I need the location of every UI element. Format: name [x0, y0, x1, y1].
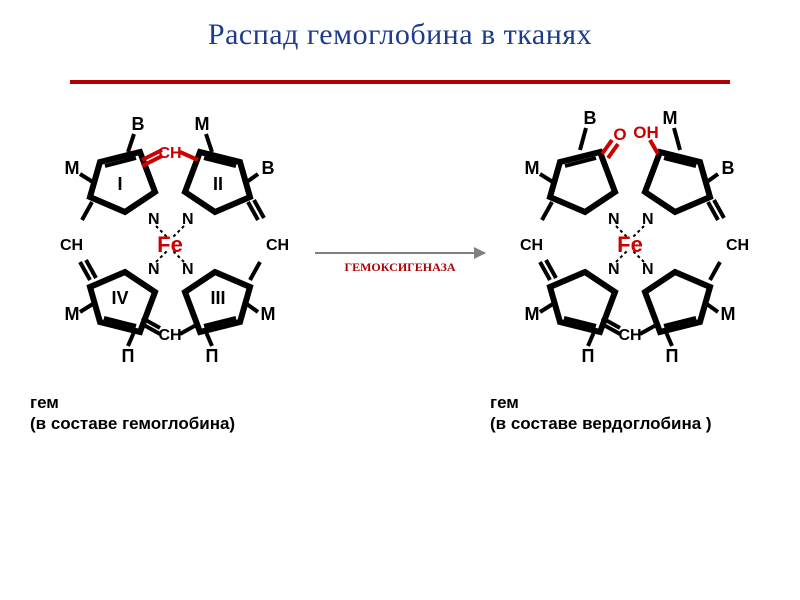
- fe-atom: Fe: [617, 232, 643, 257]
- ring-4: IV: [90, 272, 155, 332]
- svg-text:CH: CH: [266, 237, 289, 254]
- subst-m: M: [65, 158, 80, 178]
- svg-text:CH: CH: [618, 327, 641, 344]
- diagram-area: I II III IV N N N N: [0, 102, 800, 462]
- caption-left: гем (в составе гемоглобина): [30, 392, 235, 435]
- arrow-line: [315, 252, 485, 254]
- reaction-arrow: ГЕМОКСИГЕНАЗА: [315, 252, 485, 275]
- ring-1: I: [90, 152, 155, 212]
- svg-text:OH: OH: [633, 123, 659, 142]
- n-label: N: [608, 261, 620, 278]
- n-label: N: [608, 211, 620, 228]
- svg-text:CH: CH: [726, 237, 749, 254]
- subst-p: П: [206, 346, 219, 366]
- subst-p: П: [582, 346, 595, 366]
- subst-m: M: [65, 304, 80, 324]
- top-oxo-group: O: [602, 125, 627, 158]
- caption-right-line1: гем: [490, 392, 712, 413]
- subst-m: M: [261, 304, 276, 324]
- svg-text:CH: CH: [158, 327, 181, 344]
- bridge-right-b: CH: [708, 200, 749, 280]
- molecule-heme-hemoglobin: I II III IV N N N N: [30, 102, 310, 382]
- ring-3-label: III: [210, 288, 225, 308]
- ring-3: III: [185, 272, 250, 332]
- title-underline: [70, 80, 730, 84]
- caption-left-line2: (в составе гемоглобина): [30, 413, 235, 434]
- ring-1b: [550, 152, 615, 212]
- ring-2-label: II: [213, 174, 223, 194]
- bridge-right: CH: [248, 200, 289, 280]
- svg-text:CH: CH: [158, 145, 181, 162]
- n-label: N: [148, 211, 160, 228]
- bridge-left-b: CH: [520, 202, 556, 280]
- fe-atom: Fe: [157, 232, 183, 257]
- ring-4-label: IV: [111, 288, 128, 308]
- top-hydroxy-group: OH: [633, 123, 659, 154]
- n-label: N: [182, 211, 194, 228]
- caption-right-line2: (в составе вердоглобина ): [490, 413, 712, 434]
- ring-1-label: I: [117, 174, 122, 194]
- bridge-bottom-b: CH: [602, 318, 658, 344]
- svg-text:CH: CH: [520, 237, 543, 254]
- subst-m: M: [525, 304, 540, 324]
- caption-left-line1: гем: [30, 392, 235, 413]
- subst-b: B: [132, 114, 145, 134]
- molecule-heme-verdoglobin: N N N N Fe O OH C: [490, 102, 770, 382]
- ring-4b: [550, 272, 615, 332]
- subst-m: M: [663, 108, 678, 128]
- svg-text:O: O: [613, 125, 626, 144]
- subst-p: П: [666, 346, 679, 366]
- svg-text:CH: CH: [60, 237, 83, 254]
- ring-2: II: [185, 152, 250, 212]
- subst-b: B: [722, 158, 735, 178]
- bridge-bottom: CH: [142, 318, 198, 344]
- subst-b: B: [262, 158, 275, 178]
- n-label: N: [642, 211, 654, 228]
- n-label: N: [642, 261, 654, 278]
- subst-p: П: [122, 346, 135, 366]
- subst-b: B: [584, 108, 597, 128]
- caption-right: гем (в составе вердоглобина ): [490, 392, 712, 435]
- n-label: N: [148, 261, 160, 278]
- page-title: Распад гемоглобина в тканях: [0, 0, 800, 52]
- ring-3b: [645, 272, 710, 332]
- enzyme-label: ГЕМОКСИГЕНАЗА: [315, 260, 485, 275]
- ring-2b: [645, 152, 710, 212]
- n-label: N: [182, 261, 194, 278]
- subst-m: M: [195, 114, 210, 134]
- subst-m: M: [721, 304, 736, 324]
- bridge-top: CH: [142, 145, 198, 166]
- bridge-left: CH: [60, 202, 96, 280]
- subst-m: M: [525, 158, 540, 178]
